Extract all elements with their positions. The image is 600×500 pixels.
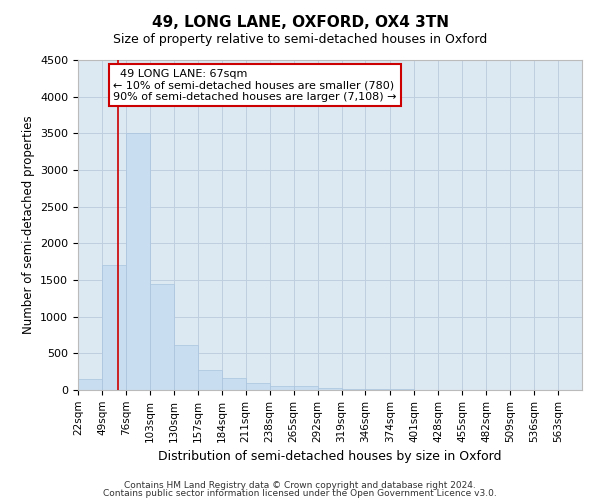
X-axis label: Distribution of semi-detached houses by size in Oxford: Distribution of semi-detached houses by …: [158, 450, 502, 463]
Bar: [222, 378, 246, 390]
Text: 49, LONG LANE, OXFORD, OX4 3TN: 49, LONG LANE, OXFORD, OX4 3TN: [151, 15, 449, 30]
Bar: [150, 284, 174, 390]
Bar: [174, 344, 198, 390]
Y-axis label: Number of semi-detached properties: Number of semi-detached properties: [22, 116, 35, 334]
Text: Contains public sector information licensed under the Open Government Licence v3: Contains public sector information licen…: [103, 489, 497, 498]
Text: Contains HM Land Registry data © Crown copyright and database right 2024.: Contains HM Land Registry data © Crown c…: [124, 480, 476, 490]
Bar: [293, 386, 317, 390]
Bar: [78, 379, 102, 390]
Bar: [102, 266, 126, 390]
Bar: [341, 388, 365, 390]
Bar: [365, 389, 389, 390]
Text: Size of property relative to semi-detached houses in Oxford: Size of property relative to semi-detach…: [113, 32, 487, 46]
Bar: [198, 370, 222, 390]
Bar: [246, 382, 269, 390]
Bar: [317, 388, 341, 390]
Text: 49 LONG LANE: 67sqm  
← 10% of semi-detached houses are smaller (780)
90% of sem: 49 LONG LANE: 67sqm ← 10% of semi-detach…: [113, 69, 397, 102]
Bar: [269, 386, 293, 390]
Bar: [126, 134, 150, 390]
